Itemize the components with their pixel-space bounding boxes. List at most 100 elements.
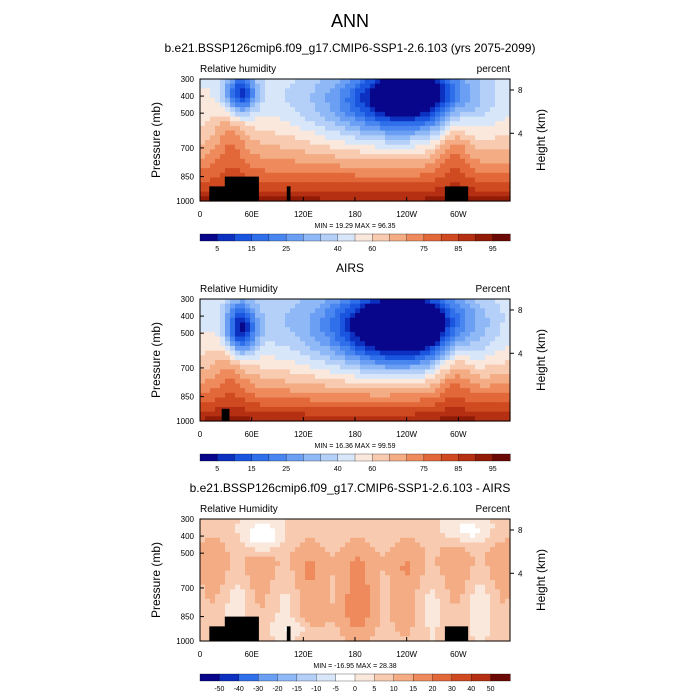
heatmap-cell <box>280 158 286 165</box>
heatmap-cell <box>420 397 426 403</box>
heatmap-cell <box>300 158 306 165</box>
heatmap-cell <box>355 388 361 394</box>
heatmap-cell <box>300 551 306 558</box>
heatmap-cell <box>275 191 281 197</box>
heatmap-cell <box>340 172 346 179</box>
heatmap-cell <box>340 378 346 385</box>
heatmap-cell <box>390 378 396 385</box>
heatmap-cell <box>240 303 246 309</box>
heatmap-cell <box>455 331 461 338</box>
heatmap-cell <box>350 341 356 347</box>
heatmap-cell <box>320 519 326 525</box>
heatmap-cell <box>235 584 241 590</box>
heatmap-cell <box>325 350 331 356</box>
heatmap-cell <box>295 116 301 122</box>
heatmap-cell <box>325 416 331 422</box>
heatmap-cell <box>375 561 381 567</box>
heatmap-cell <box>265 140 271 146</box>
heatmap-cell <box>395 88 401 94</box>
heatmap-cell <box>280 556 286 562</box>
heatmap-cell <box>410 125 416 132</box>
heatmap-cell <box>340 528 346 534</box>
heatmap-cell <box>260 168 266 174</box>
heatmap-cell <box>280 551 286 558</box>
heatmap-cell <box>255 603 261 609</box>
heatmap-cell <box>250 411 256 417</box>
heatmap-cell <box>330 364 336 370</box>
heatmap-cell <box>315 308 321 314</box>
heatmap-cell <box>315 107 321 113</box>
heatmap-cell <box>275 79 281 85</box>
heatmap-cell <box>400 594 406 600</box>
heatmap-cell <box>365 102 371 108</box>
heatmap-cell <box>250 154 256 160</box>
heatmap-cell <box>250 144 256 150</box>
heatmap-cell <box>260 158 266 165</box>
heatmap-cell <box>300 83 306 89</box>
heatmap-cell <box>395 519 401 525</box>
heatmap-cell <box>215 154 221 160</box>
heatmap-cell <box>355 327 361 333</box>
heatmap-cell <box>435 186 441 193</box>
heatmap-cell <box>285 551 291 558</box>
heatmap-cell <box>465 97 471 104</box>
heatmap-cell <box>320 388 326 394</box>
heatmap-cell <box>285 299 291 305</box>
heatmap-cell <box>345 102 351 108</box>
heatmap-cell <box>205 533 211 539</box>
heatmap-cell <box>230 364 236 370</box>
heatmap-cell <box>470 350 476 356</box>
heatmap-cell <box>335 598 341 605</box>
heatmap-cell <box>255 406 261 413</box>
heatmap-cell <box>320 383 326 389</box>
heatmap-cell <box>225 135 231 141</box>
heatmap-cell <box>440 374 446 380</box>
heatmap-cell <box>385 116 391 122</box>
heatmap-cell <box>430 130 436 136</box>
heatmap-cell <box>270 168 276 174</box>
heatmap-cell <box>210 88 216 94</box>
heatmap-cell <box>275 402 281 408</box>
heatmap-cell <box>315 345 321 352</box>
heatmap-cell <box>505 182 511 188</box>
heatmap-cell <box>410 163 416 169</box>
heatmap-cell <box>390 364 396 370</box>
heatmap-cell <box>290 299 296 305</box>
heatmap-cell <box>320 97 326 104</box>
heatmap-cell <box>385 102 391 108</box>
heatmap-cell <box>315 551 321 558</box>
heatmap-cell <box>285 336 291 342</box>
heatmap-cell <box>265 612 271 619</box>
heatmap-cell <box>330 575 336 581</box>
heatmap-cell <box>290 93 296 99</box>
heatmap-cell <box>485 598 491 605</box>
heatmap-cell <box>315 168 321 174</box>
heatmap-cell <box>280 79 286 85</box>
heatmap-cell <box>350 111 356 118</box>
heatmap-cell <box>270 519 276 525</box>
heatmap-cell <box>375 350 381 356</box>
heatmap-cell <box>310 416 316 422</box>
heatmap-cell <box>365 523 371 529</box>
heatmap-cell <box>385 196 391 202</box>
heatmap-cell <box>355 542 361 548</box>
heatmap-cell <box>445 608 451 614</box>
heatmap-cell <box>320 158 326 165</box>
heatmap-cell <box>225 537 231 544</box>
heatmap-cell <box>480 111 486 118</box>
heatmap-cell <box>405 565 411 572</box>
heatmap-cell <box>215 551 221 558</box>
heatmap-cell <box>235 102 241 108</box>
panel-title: b.e21.BSSP126cmip6.f09_g17.CMIP6-SSP1-2.… <box>165 41 536 55</box>
heatmap-cell <box>460 125 466 132</box>
heatmap-cell <box>410 168 416 174</box>
heatmap-cell <box>320 163 326 169</box>
heatmap-cell <box>360 397 366 403</box>
heatmap-cell <box>235 355 241 361</box>
heatmap-cell <box>355 121 361 127</box>
heatmap-cell <box>430 177 436 183</box>
colorbar-tick-label: 25 <box>282 466 290 473</box>
heatmap-cell <box>390 570 396 576</box>
heatmap-cell <box>240 154 246 160</box>
heatmap-cell <box>310 135 316 141</box>
